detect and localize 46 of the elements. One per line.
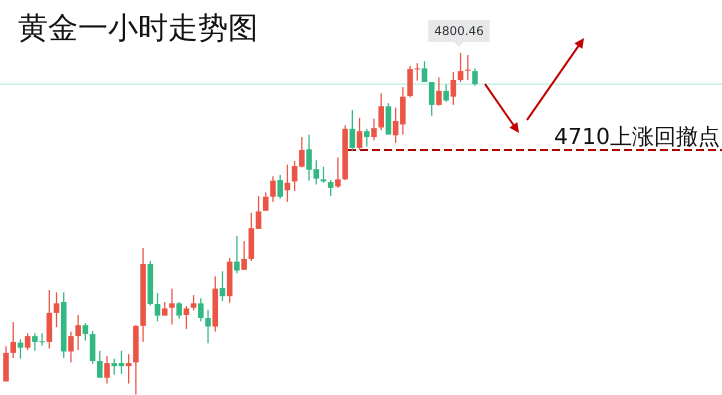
- candlestick: [39, 332, 45, 346]
- candlestick: [328, 179, 334, 197]
- candlestick: [378, 92, 384, 131]
- candlestick: [270, 176, 276, 203]
- candlestick: [371, 118, 377, 142]
- candlestick: [154, 292, 160, 322]
- text: 4710上涨回撤点: [554, 125, 720, 150]
- price-tag: 4800.46: [428, 20, 490, 47]
- candlestick: [335, 156, 341, 189]
- candlestick: [464, 54, 471, 81]
- candlestick: [97, 350, 103, 378]
- candlestick: [450, 71, 456, 106]
- candlestick: [104, 355, 110, 384]
- candlestick: [364, 128, 370, 148]
- candlestick: [10, 321, 16, 359]
- candlestick: [184, 305, 190, 330]
- candlestick: [190, 294, 196, 312]
- candlestick: [436, 76, 442, 106]
- candlestick: [472, 68, 478, 86]
- candlestick: [234, 235, 240, 274]
- candlestick: [422, 60, 428, 83]
- candlestick: [220, 270, 226, 302]
- candlestick: [262, 192, 269, 212]
- candlestick: [68, 331, 74, 364]
- candlestick: [443, 84, 449, 102]
- candlestick: [241, 240, 247, 271]
- candlestick: [18, 338, 24, 360]
- candlestick: [126, 354, 132, 384]
- candlestick: [54, 292, 60, 328]
- candlestick: [277, 174, 283, 200]
- candlestick: [320, 166, 326, 184]
- candlestick: [75, 314, 81, 351]
- candlestick: [169, 288, 175, 326]
- candlestick: [205, 309, 211, 344]
- candlestick: [176, 301, 182, 320]
- candlestick: [356, 117, 362, 151]
- candlestick: [24, 332, 30, 351]
- candlestick: [82, 322, 88, 342]
- chart-title: 黄金一小时走势图: [18, 11, 258, 46]
- candlestick: [428, 81, 435, 116]
- candlestick: [458, 52, 464, 83]
- candlestick: [32, 332, 38, 352]
- candlestick: [284, 164, 290, 203]
- candlestick: [350, 109, 356, 152]
- candlestick: [198, 298, 204, 322]
- candlestick: [162, 301, 168, 316]
